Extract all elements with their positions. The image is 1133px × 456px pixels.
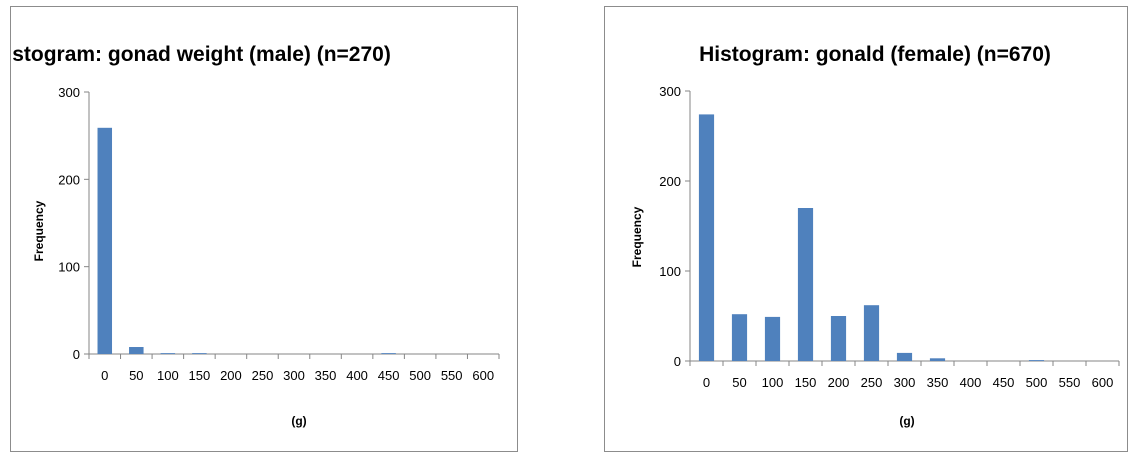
y-tick-label: 300	[58, 85, 80, 100]
x-tick-label: 350	[927, 375, 949, 390]
y-tick-label: 200	[58, 172, 80, 187]
bar-500	[1028, 360, 1045, 361]
y-tick-label: 100	[659, 264, 681, 279]
bar-150	[192, 353, 207, 354]
x-tick-label: 550	[1059, 375, 1081, 390]
x-tick-label: 450	[378, 368, 400, 383]
x-tick-label: 150	[189, 368, 211, 383]
chart-marks: 0 100 200 300 0 50 100 150 200 250 300 350 400 450 500…	[659, 84, 1120, 390]
x-tick-label: 250	[861, 375, 883, 390]
bar-350	[929, 358, 946, 361]
bar-100	[160, 353, 176, 354]
x-tick-label: 100	[762, 375, 784, 390]
x-tick-label: 500	[409, 368, 431, 383]
y-tick-label: 300	[659, 84, 681, 99]
bar-100	[764, 316, 781, 361]
x-tick-label: 200	[828, 375, 850, 390]
x-tick-label: 0	[703, 375, 710, 390]
chart-panel-male: Histogram: gonad weight (male) (n=270) F…	[10, 6, 518, 452]
x-tick-label: 600	[1092, 375, 1114, 390]
x-tick-label: 300	[283, 368, 305, 383]
chart-marks: 0 100 200 300 0 50 100 150 200 250 300 350 400 450 500…	[58, 85, 500, 383]
chart-title: Histogram: gonald (female) (n=670)	[699, 43, 1051, 66]
chart-panel-female: Histogram: gonald (female) (n=670) Frequ…	[604, 6, 1128, 452]
y-tick-label: 100	[58, 260, 80, 275]
x-axis-label: (g)	[291, 414, 306, 428]
x-tick-label: 600	[472, 368, 494, 383]
bar-250	[863, 305, 880, 361]
x-tick-label: 450	[993, 375, 1015, 390]
x-tick-label: 500	[1026, 375, 1048, 390]
x-tick-label: 250	[252, 368, 274, 383]
bar-50	[731, 314, 748, 361]
x-tick-label: 50	[129, 368, 143, 383]
bar-0	[698, 114, 715, 362]
bar-300	[896, 352, 913, 361]
x-tick-label: 50	[732, 375, 746, 390]
y-axis-label: Frequency	[630, 206, 644, 267]
histogram-male: Histogram: gonad weight (male) (n=270) F…	[11, 43, 500, 428]
x-tick-label: 400	[346, 368, 368, 383]
y-tick-label: 0	[674, 354, 681, 369]
bar-0	[97, 127, 113, 354]
bar-200	[830, 316, 847, 361]
x-tick-label: 400	[960, 375, 982, 390]
x-tick-label: 300	[894, 375, 916, 390]
bar-150	[797, 208, 814, 361]
x-tick-label: 100	[157, 368, 179, 383]
y-tick-label: 200	[659, 174, 681, 189]
x-tick-label: 150	[795, 375, 817, 390]
histogram-female: Histogram: gonald (female) (n=670) Frequ…	[630, 43, 1120, 428]
y-tick-label: 0	[73, 347, 80, 362]
bar-50	[129, 347, 144, 354]
x-tick-label: 350	[315, 368, 337, 383]
x-tick-label: 550	[441, 368, 463, 383]
x-tick-label: 200	[220, 368, 242, 383]
x-axis-label: (g)	[899, 414, 914, 428]
bar-450	[381, 353, 396, 354]
x-tick-label: 0	[101, 368, 108, 383]
chart-title: Histogram: gonad weight (male) (n=270)	[11, 43, 391, 66]
y-axis-label: Frequency	[32, 200, 46, 261]
